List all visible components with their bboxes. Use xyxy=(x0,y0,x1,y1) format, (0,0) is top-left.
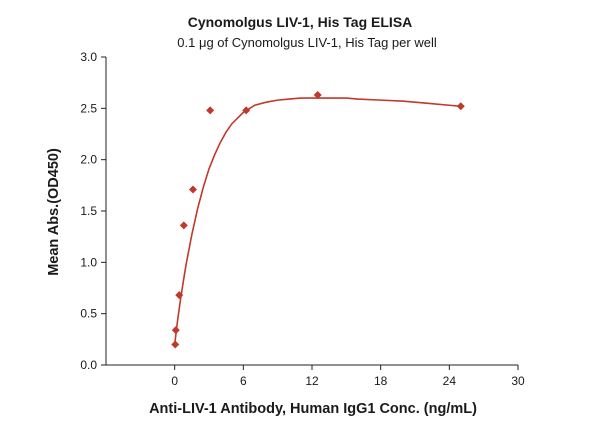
data-point-marker xyxy=(242,106,251,115)
y-tick-label: 0.0 xyxy=(80,358,97,372)
x-tick-label: 24 xyxy=(443,374,457,388)
chart-subtitle: 0.1 μg of Cynomolgus LIV-1, His Tag per … xyxy=(177,35,437,50)
x-tick-label: 30 xyxy=(511,374,525,388)
y-tick-label: 2.0 xyxy=(80,153,97,167)
x-tick-label: 18 xyxy=(374,374,388,388)
y-ticks: 0.0 0.5 1.0 1.5 2.0 2.5 3.0 xyxy=(80,50,106,372)
data-point-marker xyxy=(456,102,465,111)
x-ticks: 0 6 12 18 24 30 xyxy=(171,365,525,388)
data-point-marker xyxy=(206,106,215,115)
data-point-marker xyxy=(179,221,188,230)
data-point-marker xyxy=(175,291,184,300)
y-tick-label: 1.0 xyxy=(80,255,97,269)
y-tick-label: 1.5 xyxy=(80,204,97,218)
chart-title: Cynomolgus LIV-1, His Tag ELISA xyxy=(188,14,413,30)
y-axis-label: Mean Abs.(OD450) xyxy=(46,148,62,276)
data-point-marker xyxy=(171,340,180,349)
x-tick-label: 6 xyxy=(240,374,247,388)
x-axis-label: Anti-LIV-1 Antibody, Human IgG1 Conc. (n… xyxy=(149,401,477,417)
x-tick-label: 0 xyxy=(171,374,178,388)
y-tick-label: 3.0 xyxy=(80,50,97,64)
y-tick-label: 0.5 xyxy=(80,307,97,321)
y-tick-label: 2.5 xyxy=(80,101,97,115)
data-point-marker xyxy=(171,326,180,335)
data-points xyxy=(171,90,465,349)
fit-curve xyxy=(173,97,461,345)
data-point-marker xyxy=(313,90,322,99)
data-point-marker xyxy=(188,185,197,194)
x-tick-label: 12 xyxy=(305,374,319,388)
